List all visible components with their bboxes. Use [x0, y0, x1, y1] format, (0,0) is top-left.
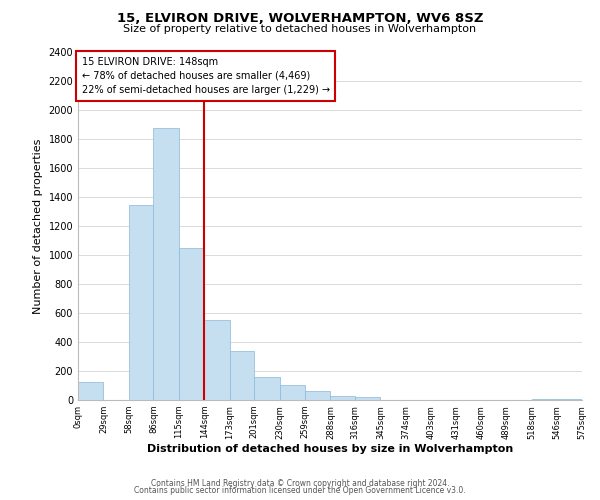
Bar: [254, 377, 280, 400]
Bar: [78, 382, 103, 400]
Text: Size of property relative to detached houses in Wolverhampton: Size of property relative to detached ho…: [124, 24, 476, 34]
Text: Contains public sector information licensed under the Open Government Licence v3: Contains public sector information licen…: [134, 486, 466, 495]
Bar: [532, 398, 557, 400]
Y-axis label: Number of detached properties: Number of detached properties: [33, 138, 43, 314]
Text: 15, ELVIRON DRIVE, WOLVERHAMPTON, WV6 8SZ: 15, ELVIRON DRIVE, WOLVERHAMPTON, WV6 8S…: [117, 12, 483, 26]
Bar: [179, 248, 204, 400]
X-axis label: Distribution of detached houses by size in Wolverhampton: Distribution of detached houses by size …: [147, 444, 513, 454]
Bar: [230, 352, 254, 400]
Bar: [204, 320, 230, 400]
Bar: [355, 397, 380, 400]
Bar: [331, 396, 355, 400]
Text: 15 ELVIRON DRIVE: 148sqm
← 78% of detached houses are smaller (4,469)
22% of sem: 15 ELVIRON DRIVE: 148sqm ← 78% of detach…: [82, 57, 329, 95]
Text: Contains HM Land Registry data © Crown copyright and database right 2024.: Contains HM Land Registry data © Crown c…: [151, 478, 449, 488]
Bar: [154, 128, 179, 400]
Bar: [280, 385, 305, 400]
Bar: [129, 204, 154, 400]
Bar: [305, 392, 331, 400]
